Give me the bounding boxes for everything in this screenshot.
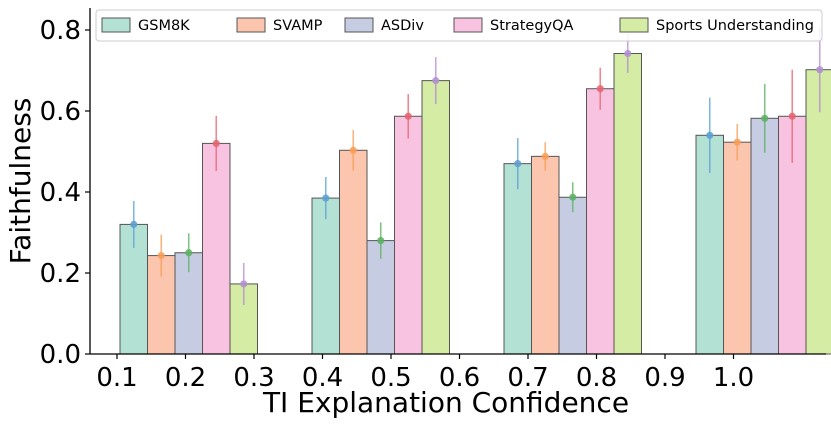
bars-layer [119,52,831,355]
legend-label-gsm8k: GSM8K [138,18,190,34]
bar-svamp-2 [339,149,368,355]
x-ticks: 0.1 0.2 0.3 0.4 0.5 0.6 0.7 0.8 0.9 1.0 [96,354,754,393]
bar-sports-understanding-2 [421,80,450,355]
x-tick-label: 1.0 [713,363,754,393]
mean-point-asdiv-1 [185,249,193,257]
x-tick-label: 0.1 [96,363,137,393]
mean-point-gsm8k-1 [130,220,138,228]
mean-point-sports-understanding-3 [624,49,632,58]
mean-point-asdiv-4 [761,114,769,122]
mean-point-strategyqa-4 [788,112,796,120]
x-axis-label: TI Explanation Confidence [262,386,629,419]
y-ticks: 0.0 0.2 0.4 0.6 0.8 [40,16,90,370]
legend-label-asdiv: ASDiv [381,18,424,34]
x-tick-label: 0.4 [302,363,343,393]
mean-point-asdiv-2 [377,237,385,245]
mean-point-sports-understanding-1 [240,280,248,288]
mean-point-sports-understanding-4 [816,66,824,74]
legend-swatch-gsm8k [101,17,131,33]
legend-swatch-sports-understanding [619,17,649,33]
axes-layer [89,8,826,355]
legend-label-svamp: SVAMP [273,18,323,34]
mean-point-svamp-4 [733,138,741,146]
x-tick-label: 0.2 [165,363,206,393]
legend-label-sports-understanding: Sports Understanding [656,18,814,34]
mean-point-gsm8k-3 [514,160,522,168]
y-tick-label: 0.0 [40,340,81,370]
bar-asdiv-4 [750,117,779,355]
mean-point-strategyqa-3 [596,85,604,93]
mean-point-strategyqa-1 [212,139,220,147]
bar-strategyqa-1 [202,142,231,355]
mean-point-asdiv-3 [569,193,577,201]
mean-point-gsm8k-2 [322,194,330,202]
x-tick-label: 0.5 [370,363,411,393]
legend-swatch-svamp [236,17,266,33]
legend-swatch-strategyqa [453,17,483,33]
mean-point-strategyqa-2 [404,112,412,120]
bar-gsm8k-3 [503,163,532,355]
mean-point-svamp-2 [349,146,357,154]
y-tick-label: 0.6 [40,97,81,127]
x-tick-label: 0.6 [439,363,480,393]
legend-swatch-asdiv [344,17,374,33]
bar-strategyqa-3 [586,88,615,355]
mean-point-sports-understanding-2 [432,77,440,85]
y-tick-label: 0.2 [40,259,81,289]
y-tick-label: 0.4 [40,178,81,208]
error-bars-layer [130,27,824,305]
x-tick-label: 0.8 [576,363,617,393]
bar-svamp-4 [723,141,752,355]
bar-asdiv-3 [558,196,587,355]
mean-point-gsm8k-4 [706,131,714,139]
bar-strategyqa-2 [394,115,423,355]
legend: GSM8K SVAMP ASDiv StrategyQA Sports Understa… [95,9,823,42]
legend-label-strategyqa: StrategyQA [490,18,574,34]
y-axis-label: Faithfulness [4,98,37,265]
bar-gsm8k-2 [311,197,340,355]
mean-point-svamp-3 [541,152,549,160]
mean-point-svamp-1 [157,251,165,260]
bar-svamp-3 [531,155,560,355]
x-tick-label: 0.3 [233,363,274,393]
x-tick-label: 0.7 [507,363,548,393]
x-tick-label: 0.9 [644,363,685,393]
y-tick-label: 0.8 [40,16,81,46]
bar-sports-understanding-3 [613,52,642,355]
bar-sports-understanding-4 [805,69,831,355]
